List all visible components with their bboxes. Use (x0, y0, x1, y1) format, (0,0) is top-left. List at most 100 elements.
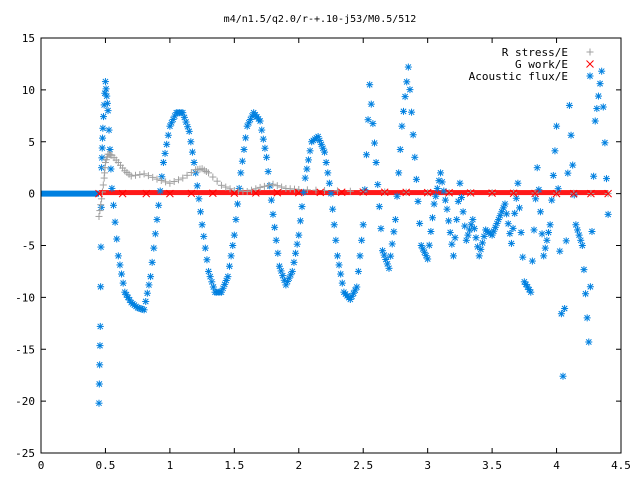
data-point (114, 252, 122, 260)
data-point-interp (96, 207, 104, 215)
data-point-interp (151, 230, 159, 238)
data-point (224, 273, 232, 281)
data-point (295, 231, 303, 239)
data-point-interp (338, 279, 346, 287)
data-point-interp (265, 181, 273, 189)
data-point (423, 188, 432, 197)
data-point-interp (261, 144, 269, 152)
data-point-interp (195, 195, 203, 203)
data-point-interp (362, 151, 370, 159)
data-point (198, 221, 206, 229)
y-tick-label: 0 (28, 188, 35, 201)
data-point-interp (303, 186, 311, 194)
data-point-interp (100, 113, 108, 121)
data-point-interp (402, 188, 411, 197)
data-point-interp (98, 144, 106, 152)
data-point-interp (105, 126, 113, 134)
data-point-interp (582, 290, 590, 298)
data-point-interp (562, 237, 570, 245)
data-point-interp (316, 188, 325, 197)
data-point (449, 252, 457, 260)
data-point (256, 183, 264, 191)
data-point-interp (441, 196, 449, 204)
data-point (585, 338, 593, 346)
x-tick-label: 2 (295, 459, 302, 472)
data-point-interp (158, 173, 166, 181)
data-point-interp (569, 189, 578, 198)
data-point-interp (118, 189, 127, 198)
data-point-interp (374, 181, 382, 189)
data-point (269, 180, 277, 188)
data-point-interp (371, 139, 378, 147)
data-point (96, 322, 104, 330)
data-point-interp (164, 131, 172, 139)
data-point (553, 122, 561, 130)
data-point (578, 242, 586, 249)
data-point-interp (113, 235, 121, 243)
data-point (507, 239, 515, 247)
data-point (391, 216, 399, 224)
data-point-interp (136, 171, 144, 179)
data-point (527, 288, 535, 296)
data-point (269, 210, 277, 218)
y-tick-label: -25 (15, 447, 35, 460)
data-point-interp (466, 189, 475, 197)
x-tick-label: 4.5 (611, 459, 631, 472)
data-point-interp (183, 171, 191, 179)
data-point-interp (409, 131, 417, 139)
data-point-interp (99, 134, 107, 142)
data-point-interp (209, 283, 217, 291)
data-point-interp (509, 189, 518, 198)
data-point-interp (126, 296, 134, 304)
data-point-interp (187, 138, 195, 146)
data-point-interp (298, 203, 306, 211)
data-point-interp (567, 131, 575, 139)
data-point-interp (432, 192, 440, 200)
data-point (294, 188, 303, 197)
data-point-interp (292, 249, 300, 257)
x-tick-label: 4 (553, 459, 560, 472)
flux-zero-band (41, 190, 99, 197)
data-point-interp (504, 220, 512, 228)
data-point-interp (157, 176, 165, 184)
data-point-interp (325, 179, 333, 187)
data-point (437, 169, 445, 177)
data-point-interp (408, 108, 416, 116)
data-point (366, 81, 374, 89)
data-point-interp (116, 261, 124, 269)
data-point-interp (324, 169, 332, 177)
data-point-interp (461, 222, 469, 230)
data-point-interp (511, 209, 519, 217)
data-point-interp (524, 283, 532, 291)
data-point-interp (206, 273, 214, 281)
data-point (501, 200, 509, 208)
data-point-interp (569, 161, 577, 169)
data-point-interp (300, 188, 308, 196)
data-point (159, 159, 167, 166)
data-point-interp (169, 115, 177, 123)
data-point (572, 221, 580, 229)
data-point (205, 267, 213, 275)
data-point-interp (145, 281, 153, 289)
data-point-interp (330, 221, 338, 229)
data-point-interp (226, 185, 234, 193)
data-point-interp (203, 256, 211, 264)
data-point-interp (226, 262, 233, 270)
data-point-interp (503, 210, 511, 218)
data-point-interp (271, 223, 279, 231)
data-point (230, 231, 238, 239)
data-point-interp (208, 189, 217, 198)
data-point-interp (554, 185, 562, 193)
data-point (385, 264, 393, 272)
data-point-interp (306, 147, 314, 155)
data-point-interp (98, 154, 106, 162)
data-point-interp (170, 178, 178, 186)
data-point-interp (586, 283, 594, 291)
data-point (333, 252, 341, 260)
data-point-interp (464, 231, 472, 239)
data-point-interp (296, 217, 304, 225)
data-point-interp (506, 230, 514, 238)
data-point (108, 184, 116, 192)
x-tick-label: 3 (424, 459, 431, 472)
